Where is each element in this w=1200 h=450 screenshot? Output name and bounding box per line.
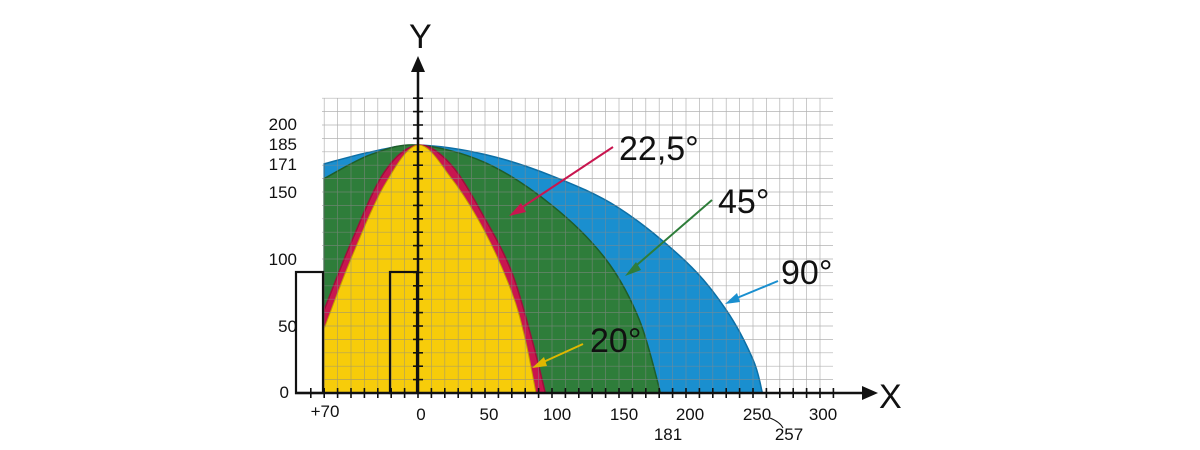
axis-ticks	[309, 97, 835, 398]
leader-line-257	[769, 417, 784, 429]
y-axis-arrow	[411, 56, 425, 72]
annotation-20: 20°	[532, 322, 641, 368]
annotation-label-90: 90°	[781, 254, 832, 292]
annotation-label-22-5: 22,5°	[619, 130, 699, 168]
x-axis-title: X	[879, 378, 902, 416]
x-tick-label-250: 250	[743, 405, 771, 424]
y-tick-label-100: 100	[269, 250, 297, 269]
x-tick-label-100: 100	[543, 405, 571, 424]
x-tick-label-50: 50	[480, 405, 499, 424]
annotation-22-5: 22,5°	[509, 130, 699, 216]
annotation-90: 90°	[725, 254, 832, 304]
grid	[322, 97, 833, 394]
x-tick-label-300: 300	[809, 405, 837, 424]
annotation-label-45: 45°	[718, 183, 769, 221]
y-tick-label-200: 200	[269, 115, 297, 134]
y-tick-label-0: 0	[280, 383, 289, 402]
annotation-label-20: 20°	[590, 322, 641, 360]
y-tick-label-150: 150	[269, 183, 297, 202]
y-tick-label-50: 50	[278, 317, 297, 336]
x-tick-label-plus70: +70	[311, 402, 340, 421]
x-tick-label-0: 0	[416, 405, 425, 424]
x-tick-label-257: 257	[775, 425, 803, 444]
y-tick-label-185: 185	[269, 135, 297, 154]
outline-box-left	[294, 270, 325, 395]
annotation-45: 45°	[625, 183, 769, 276]
x-tick-label-200: 200	[676, 405, 704, 424]
y-tick-label-171: 171	[269, 155, 297, 174]
x-tick-label-150: 150	[610, 405, 638, 424]
x-axis-arrow	[862, 386, 878, 400]
y-axis-title: Y	[409, 18, 432, 56]
x-tick-label-181: 181	[654, 425, 682, 444]
